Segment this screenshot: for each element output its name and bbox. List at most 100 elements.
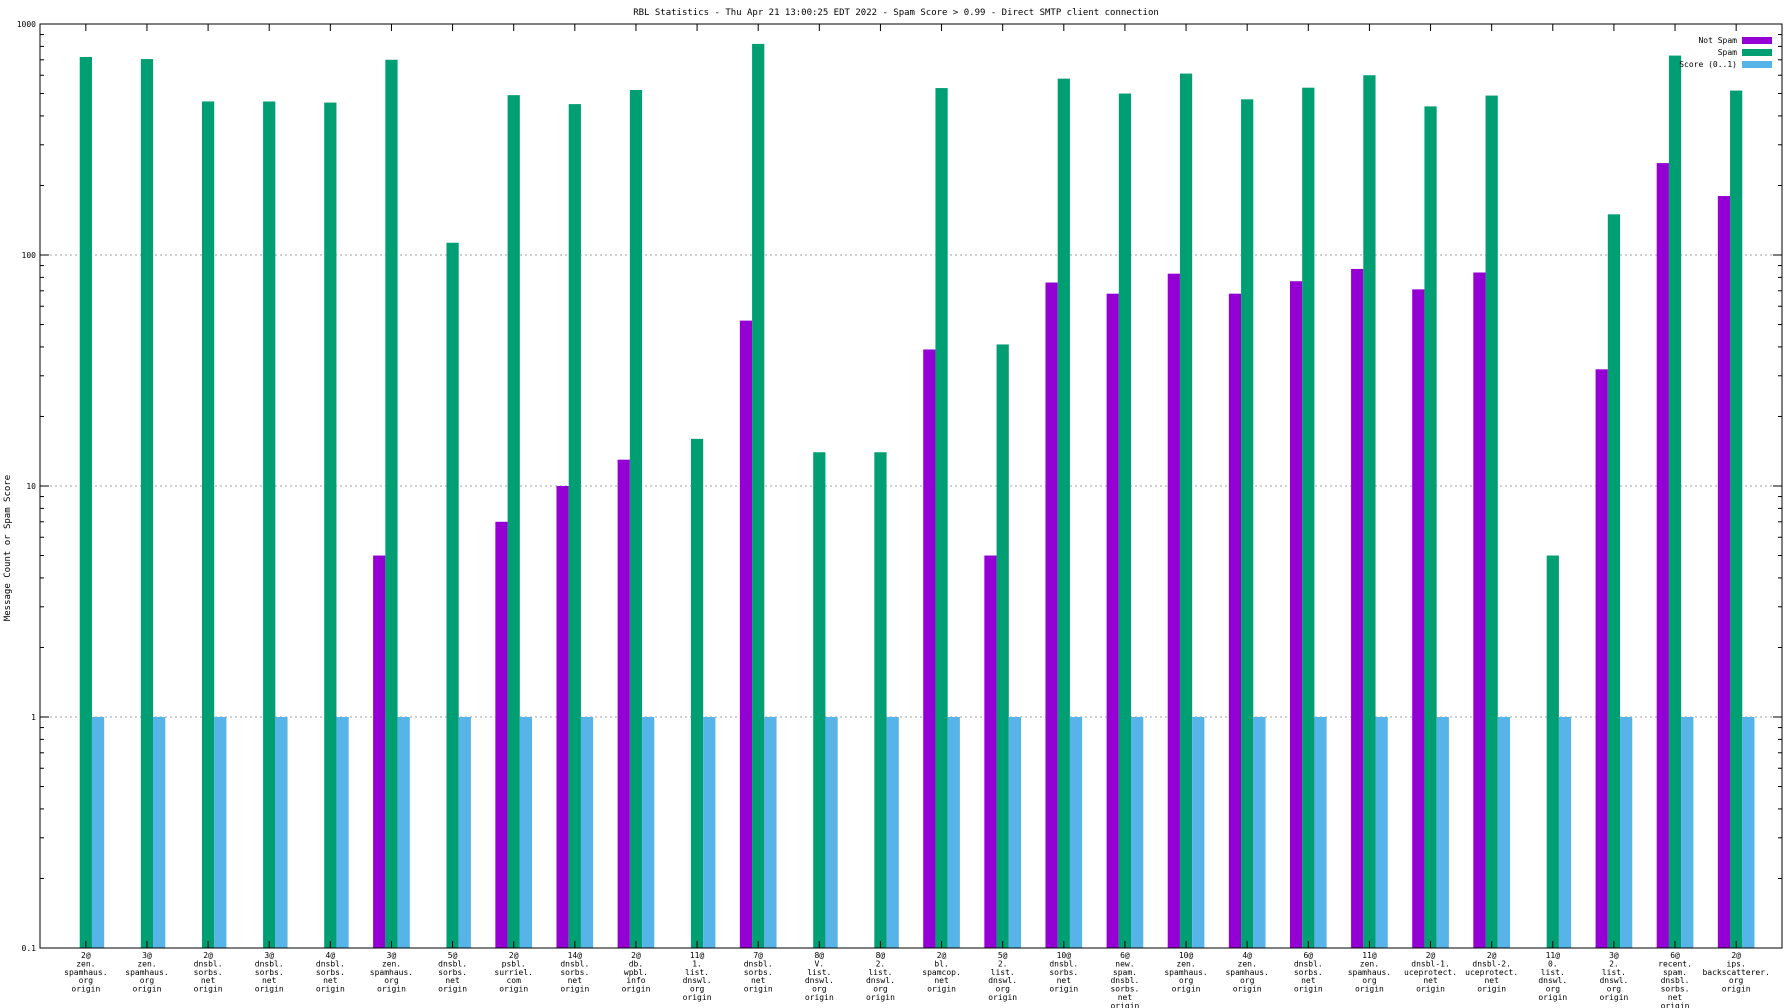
x-tick-label: 3@ zen. spamhaus. org origin [125,951,168,994]
bar-spam [1363,75,1376,948]
bar-not-spam [617,459,630,948]
bar-score-0-1 [1314,717,1327,948]
bar-not-spam [1228,293,1242,948]
x-tick-label: 2@ dnsbl-2. uceprotect. net origin [1465,951,1518,994]
axis-ticks: 0.1 1 10 100 1000 [17,20,1782,953]
y-tick-label: 100 [22,251,37,260]
bar-spam [935,88,948,949]
x-tick-label: 7@ dnsbl. sorbs. net origin [744,951,773,994]
x-tick-label: 3@ dnsbl. sorbs. net origin [255,951,284,994]
bar-score-0-1 [91,717,105,948]
bar-score-0-1 [1008,717,1022,948]
bar-spam [1241,99,1254,948]
bar-score-0-1 [886,717,899,948]
x-tick-label: 4@ zen. spamhaus. org origin [1225,951,1268,994]
bar-score-0-1 [1375,717,1388,948]
bar-score-0-1 [825,717,838,948]
bar-spam [140,59,154,949]
bar-score-0-1 [764,717,777,948]
x-tick-labels: 2@ zen. spamhaus. org origin 3@ zen. spamhaus. o… [64,951,1770,1008]
x-tick-label: 4@ dnsbl. sorbs. net origin [316,951,345,994]
bar-score-0-1 [1253,717,1266,948]
bar-spam [996,344,1009,949]
x-tick-label: 6@ recent. spam. dnsbl. sorbs. net origin [1658,951,1692,1008]
x-tick-label: 2@ bl. spamcop. net origin [922,951,961,994]
bar-not-spam [495,521,508,948]
legend-swatch [1742,61,1772,68]
bar-score-0-1 [519,717,533,948]
bar-score-0-1 [1192,717,1205,948]
x-tick-label: 14@ dnsbl. sorbs. net origin [560,951,589,994]
x-tick-label: 6@ new. spam. dnsbl. sorbs. net origin [1110,951,1139,1008]
bar-spam [1057,78,1070,948]
bar-score-0-1 [458,717,471,948]
bar-not-spam [1351,268,1364,948]
bar-score-0-1 [1497,717,1511,948]
x-tick-label: 3@ 2. list. dnswl. org origin [1599,951,1628,1002]
bar-score-0-1 [1742,717,1755,948]
x-tick-label: 2@ zen. spamhaus. org origin [64,951,107,994]
y-tick-label: 10 [26,482,36,491]
bar-score-0-1 [642,717,655,948]
y-tick-label: 0.1 [22,944,37,953]
bar-not-spam [739,320,753,948]
bar-score-0-1 [703,717,716,948]
x-tick-label: 2@ dnsbl-1. uceprotect. net origin [1404,951,1457,994]
x-tick-label: 2@ psbl. surriel. com origin [494,951,533,994]
bar-not-spam [1106,293,1119,948]
grid-lines [40,254,1782,718]
y-tick-label: 1000 [17,20,36,29]
x-tick-label: 8@ 2. list. dnswl. org origin [866,951,895,1002]
x-tick-label: 10@ dnsbl. sorbs. net origin [1049,951,1078,994]
bar-spam [1424,106,1437,949]
x-tick-label: 10@ zen. spamhaus. org origin [1164,951,1207,994]
x-tick-label: 3@ zen. spamhaus. org origin [370,951,413,994]
x-tick-label: 11@ 0. list. dnswl. org origin [1538,951,1567,1002]
bar-spam [79,56,92,949]
bar-score-0-1 [1620,717,1633,948]
bar-spam [1485,95,1498,949]
bar-not-spam [1656,163,1669,948]
bar-score-0-1 [397,717,410,948]
bar-spam [690,438,704,948]
x-tick-label: 6@ dnsbl. sorbs. net origin [1294,951,1323,994]
legend-label: Score (0..1) [1679,60,1737,69]
bar-not-spam [556,486,569,948]
bar-spam [263,101,276,948]
bar-score-0-1 [275,717,288,948]
bar-score-0-1 [1436,717,1449,948]
bar-spam [1118,93,1132,949]
bar-spam [629,89,643,949]
bar-score-0-1 [1558,717,1572,948]
bar-spam [1179,73,1193,948]
bar-score-0-1 [1131,717,1144,948]
x-tick-label: 5@ dnsbl. sorbs. net origin [438,951,467,994]
bar-score-0-1 [1681,717,1694,948]
bar-spam [752,43,765,949]
bar-not-spam [1167,273,1180,948]
bar-spam [201,101,215,948]
bar-score-0-1 [580,717,594,948]
bar-spam [507,95,520,948]
bar-not-spam [984,555,997,948]
y-tick-label: 1 [31,713,36,722]
bar-spam [1730,90,1743,949]
bar-not-spam [1045,282,1058,948]
bar-score-0-1 [214,717,227,948]
bar-spam [385,59,398,949]
x-tick-label: 8@ V. list. dnswl. org origin [805,951,834,1002]
bar-spam [1546,555,1559,948]
bar-spam [568,104,581,948]
bar-spam [324,102,337,949]
bar-not-spam [373,555,386,948]
bar-score-0-1 [336,717,349,948]
bar-score-0-1 [1069,717,1083,948]
chart-title: RBL Statistics - Thu Apr 21 13:00:25 EDT… [633,8,1159,18]
legend: Not Spam Spam Score (0..1) [1679,36,1772,69]
legend-swatch [1742,49,1772,56]
x-tick-label: 2@ ips. backscatterer. org origin [1702,951,1769,994]
bar-score-0-1 [153,717,166,948]
bar-score-0-1 [947,717,960,948]
bars [79,43,1755,949]
